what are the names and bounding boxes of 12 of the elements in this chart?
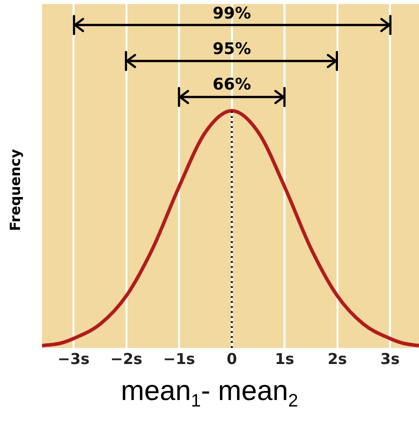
text: 95% (212, 39, 251, 58)
x-tick-label: 2s (328, 350, 348, 368)
x-tick-label: 3s (380, 350, 400, 368)
x-tick-label: −2s (110, 350, 142, 368)
text: 99% (212, 4, 251, 23)
x-tick-label: −3s (58, 350, 90, 368)
x-tick-label: 0 (226, 350, 238, 368)
text: 66% (212, 74, 251, 94)
y-axis-title: Frequency (8, 149, 24, 231)
x-tick-label: 1s (274, 350, 294, 368)
x-axis-title: mean$_{1}$- mean$_{2}$ (120, 375, 300, 412)
x-tick-label: −1s (163, 350, 196, 368)
